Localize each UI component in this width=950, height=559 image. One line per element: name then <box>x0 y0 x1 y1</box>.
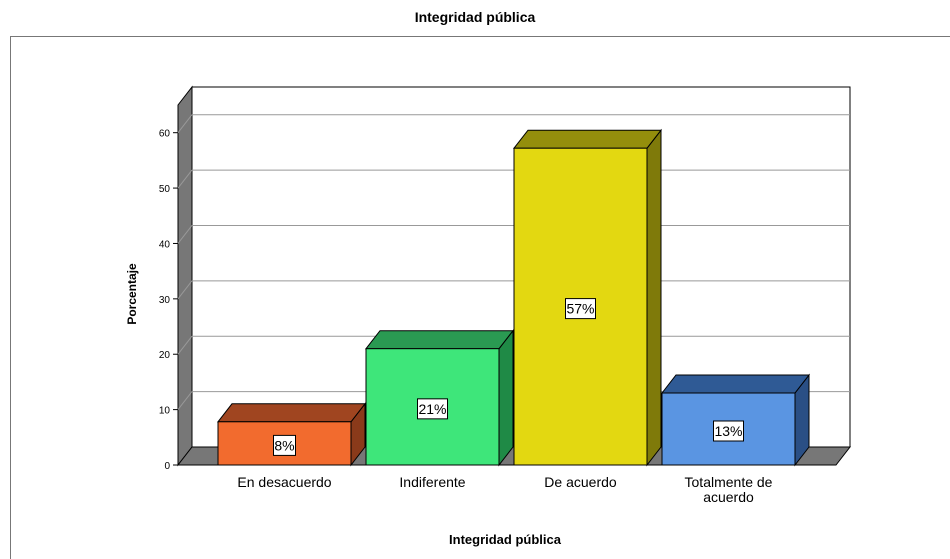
data-label: 8% <box>274 437 294 453</box>
gridline-side <box>177 391 193 410</box>
bar-top <box>216 403 367 423</box>
y-tick-label: 50 <box>159 184 171 195</box>
x-tick-label: Totalmente de <box>685 474 773 490</box>
plot-frame <box>10 36 950 559</box>
bar-3: 57% <box>512 128 663 467</box>
y-tick-label: 60 <box>159 129 171 140</box>
data-label-box <box>273 434 296 456</box>
x-tick-label: En desacuerdo <box>237 474 331 490</box>
x-axis-label: Integridad pública <box>449 532 562 547</box>
bar-top <box>512 129 663 149</box>
bar-2: 21% <box>364 329 515 467</box>
data-label-box <box>417 398 448 420</box>
y-tick-label: 30 <box>159 295 171 306</box>
left-wall <box>177 85 193 467</box>
bar-top <box>660 374 811 394</box>
x-tick-label: acuerdo <box>703 489 754 505</box>
bar-side <box>646 128 662 467</box>
bar-4: 13% <box>660 373 811 467</box>
y-axis-ticks: 0 10 20 30 40 50 60 <box>159 129 178 472</box>
chart-title: Integridad pública <box>414 9 536 25</box>
data-label-box <box>713 420 744 442</box>
gridline-side <box>177 114 193 133</box>
bars: 8% 21% 57% 13% <box>216 128 811 467</box>
x-tick-label: Indiferente <box>399 474 465 490</box>
data-label: 13% <box>714 423 742 439</box>
y-axis-label: Porcentaje <box>125 263 139 325</box>
data-label: 57% <box>566 301 594 317</box>
y-tick-label: 40 <box>159 239 171 250</box>
gridline-side <box>177 169 193 189</box>
bar-side <box>498 329 514 467</box>
bar-1: 8% <box>216 402 367 467</box>
data-label-box <box>565 298 596 320</box>
x-tick-label: De acuerdo <box>544 474 617 490</box>
gridline-side <box>177 225 193 244</box>
gridline-side <box>177 335 193 355</box>
gridline-side <box>177 280 193 300</box>
y-tick-label: 0 <box>164 461 170 472</box>
data-label: 21% <box>418 401 446 417</box>
x-axis-ticks: En desacuerdo Indiferente De acuerdo Totalm… <box>237 474 772 505</box>
bar-top <box>364 330 515 350</box>
y-tick-label: 10 <box>159 406 171 417</box>
y-tick-label: 20 <box>159 350 171 361</box>
